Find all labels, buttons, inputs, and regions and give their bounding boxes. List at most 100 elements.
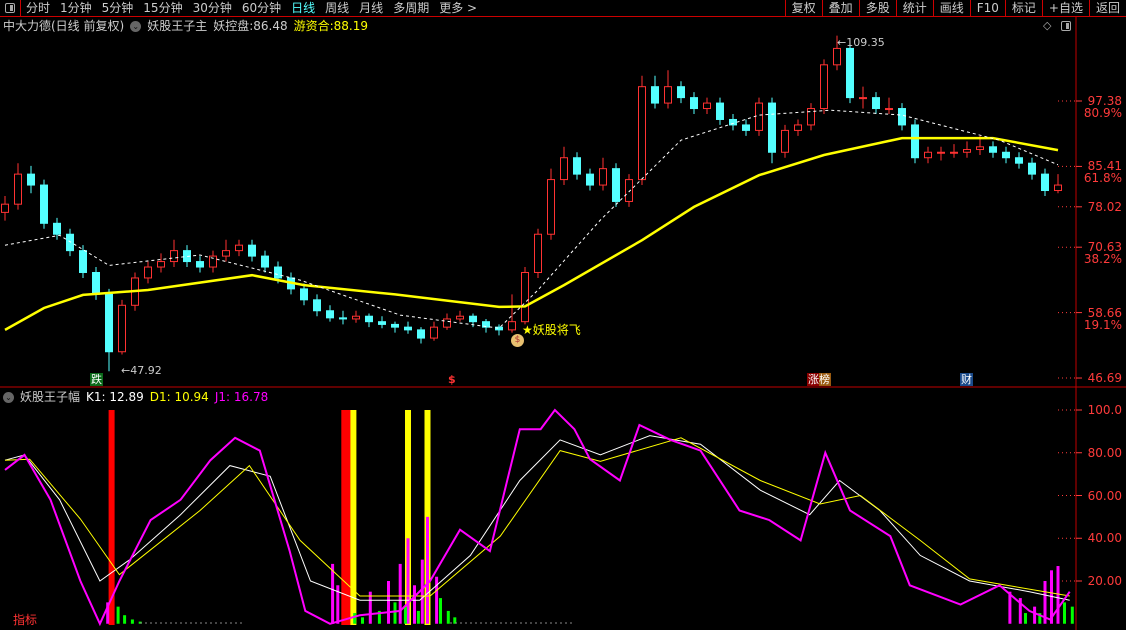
candle-body — [859, 97, 867, 100]
tool-button-3[interactable]: 统计 — [895, 0, 933, 16]
tab-period-6[interactable]: 日线 — [291, 1, 316, 15]
dollar-marker[interactable]: $ — [448, 373, 456, 386]
candle-body — [235, 244, 243, 252]
finance-marker[interactable]: 财 — [960, 373, 973, 386]
indicator-name[interactable]: 妖股王子主 — [147, 19, 208, 33]
y-tick-label: 85.41 61.8% — [1083, 159, 1122, 186]
candle-body — [14, 173, 22, 205]
sub-y-tick-label: 80.00 — [1087, 445, 1122, 460]
candle-body — [300, 288, 308, 301]
tab-period-9[interactable]: 多周期 — [393, 1, 430, 15]
candle-body — [443, 318, 451, 328]
candle-body — [716, 102, 724, 120]
candle-body — [196, 261, 204, 268]
candle-body — [1015, 157, 1023, 164]
candle-body — [950, 151, 958, 154]
indicator-footer[interactable]: 指标 — [13, 613, 38, 627]
magenta-bar — [336, 585, 340, 624]
candle-body — [742, 124, 750, 131]
tool-button-6[interactable]: 标记 — [1004, 0, 1042, 16]
tool-button-1[interactable]: 叠加 — [821, 0, 859, 16]
y-tick-label: 46.69 — [1087, 371, 1122, 386]
green-bar — [1038, 613, 1042, 624]
panel-toggle-button[interactable] — [0, 0, 21, 16]
green-bar — [353, 613, 357, 624]
candle-body — [430, 326, 438, 339]
ykp-value: 86.48 — [253, 19, 288, 33]
d-value: D1: 10.94 — [149, 390, 209, 404]
tab-period-3[interactable]: 15分钟 — [143, 1, 183, 15]
magenta-bar — [106, 602, 110, 624]
fall-marker[interactable]: 跌 — [90, 373, 103, 386]
green-bar — [361, 617, 364, 624]
sub-y-tick-label: 40.00 — [1087, 531, 1122, 546]
magenta-bar — [426, 516, 429, 624]
diamond-icon[interactable]: ◇ — [1043, 19, 1052, 32]
panel-icon[interactable] — [1061, 21, 1071, 31]
candle-body — [391, 323, 399, 328]
magenta-bar — [406, 538, 410, 624]
candle-body — [105, 293, 113, 353]
candle-body — [79, 250, 87, 273]
candle-body — [924, 151, 932, 159]
green-bar — [130, 619, 134, 624]
series-K1-line — [4, 435, 1070, 601]
tab-period-8[interactable]: 月线 — [359, 1, 384, 15]
magenta-bar — [331, 563, 335, 624]
candle-body — [482, 321, 490, 328]
tab-period-2[interactable]: 5分钟 — [101, 1, 134, 15]
high-value: 109.35 — [846, 36, 885, 49]
tool-button-4[interactable]: 画线 — [932, 0, 970, 16]
tool-button-7[interactable]: +自选 — [1041, 0, 1089, 16]
signal-bar — [346, 410, 353, 625]
period-tabs: 分时 1分钟 5分钟 15分钟 30分钟 60分钟 日线 周线 月线 多周期 更多 > — [21, 0, 482, 16]
magenta-bar — [420, 559, 424, 624]
tab-period-0[interactable]: 分时 — [26, 1, 51, 15]
candle-body — [40, 184, 48, 224]
y-tick-label: 78.02 — [1087, 199, 1122, 214]
tab-period-7[interactable]: 周线 — [325, 1, 350, 15]
candle-body — [586, 173, 594, 186]
magenta-bar — [398, 563, 402, 624]
green-bar — [116, 606, 120, 624]
tab-period-10[interactable]: 更多 > — [439, 1, 478, 15]
candle-body — [248, 244, 256, 257]
ma-short-line — [4, 109, 1059, 329]
signal-bar — [108, 410, 115, 625]
candle-body — [1002, 151, 1010, 159]
chevron-down-icon[interactable]: ⌄ — [3, 391, 14, 403]
tab-period-4[interactable]: 30分钟 — [192, 1, 232, 15]
signal-bar — [341, 410, 348, 625]
rank-marker[interactable]: 涨榜 — [807, 373, 831, 386]
tool-button-2[interactable]: 多股 — [858, 0, 896, 16]
tool-button-0[interactable]: 复权 — [784, 0, 822, 16]
candle-body — [521, 271, 529, 323]
green-bar — [393, 602, 397, 624]
chevron-down-icon[interactable]: ⌄ — [130, 20, 142, 32]
sub-indicator-name[interactable]: 妖股王子幅 — [20, 390, 81, 404]
magenta-bar — [413, 585, 416, 624]
tool-button-8[interactable]: 返回 — [1088, 0, 1126, 16]
candle-body — [339, 317, 347, 320]
candle-body — [1054, 184, 1062, 192]
candle-body — [560, 157, 568, 181]
money-bag-icon[interactable]: $ — [511, 334, 524, 347]
tab-period-1[interactable]: 1分钟 — [60, 1, 92, 15]
candle-body — [885, 108, 893, 111]
magenta-bar — [1008, 591, 1012, 624]
series-J1-line — [4, 408, 1071, 627]
tab-period-5[interactable]: 60分钟 — [241, 1, 282, 15]
magenta-bar — [1050, 570, 1053, 624]
candle-body — [352, 315, 360, 320]
green-bar — [1024, 613, 1027, 624]
candle-body — [911, 124, 919, 159]
candle-body — [833, 47, 841, 66]
sub-y-tick-label: 60.00 — [1087, 488, 1122, 503]
green-bar — [377, 610, 381, 624]
signal-label: ★妖股将飞 — [522, 323, 581, 337]
magenta-bar — [1033, 606, 1037, 624]
tool-button-5[interactable]: F10 — [969, 0, 1005, 16]
candle-body — [989, 146, 997, 153]
candle-body — [1028, 162, 1036, 175]
